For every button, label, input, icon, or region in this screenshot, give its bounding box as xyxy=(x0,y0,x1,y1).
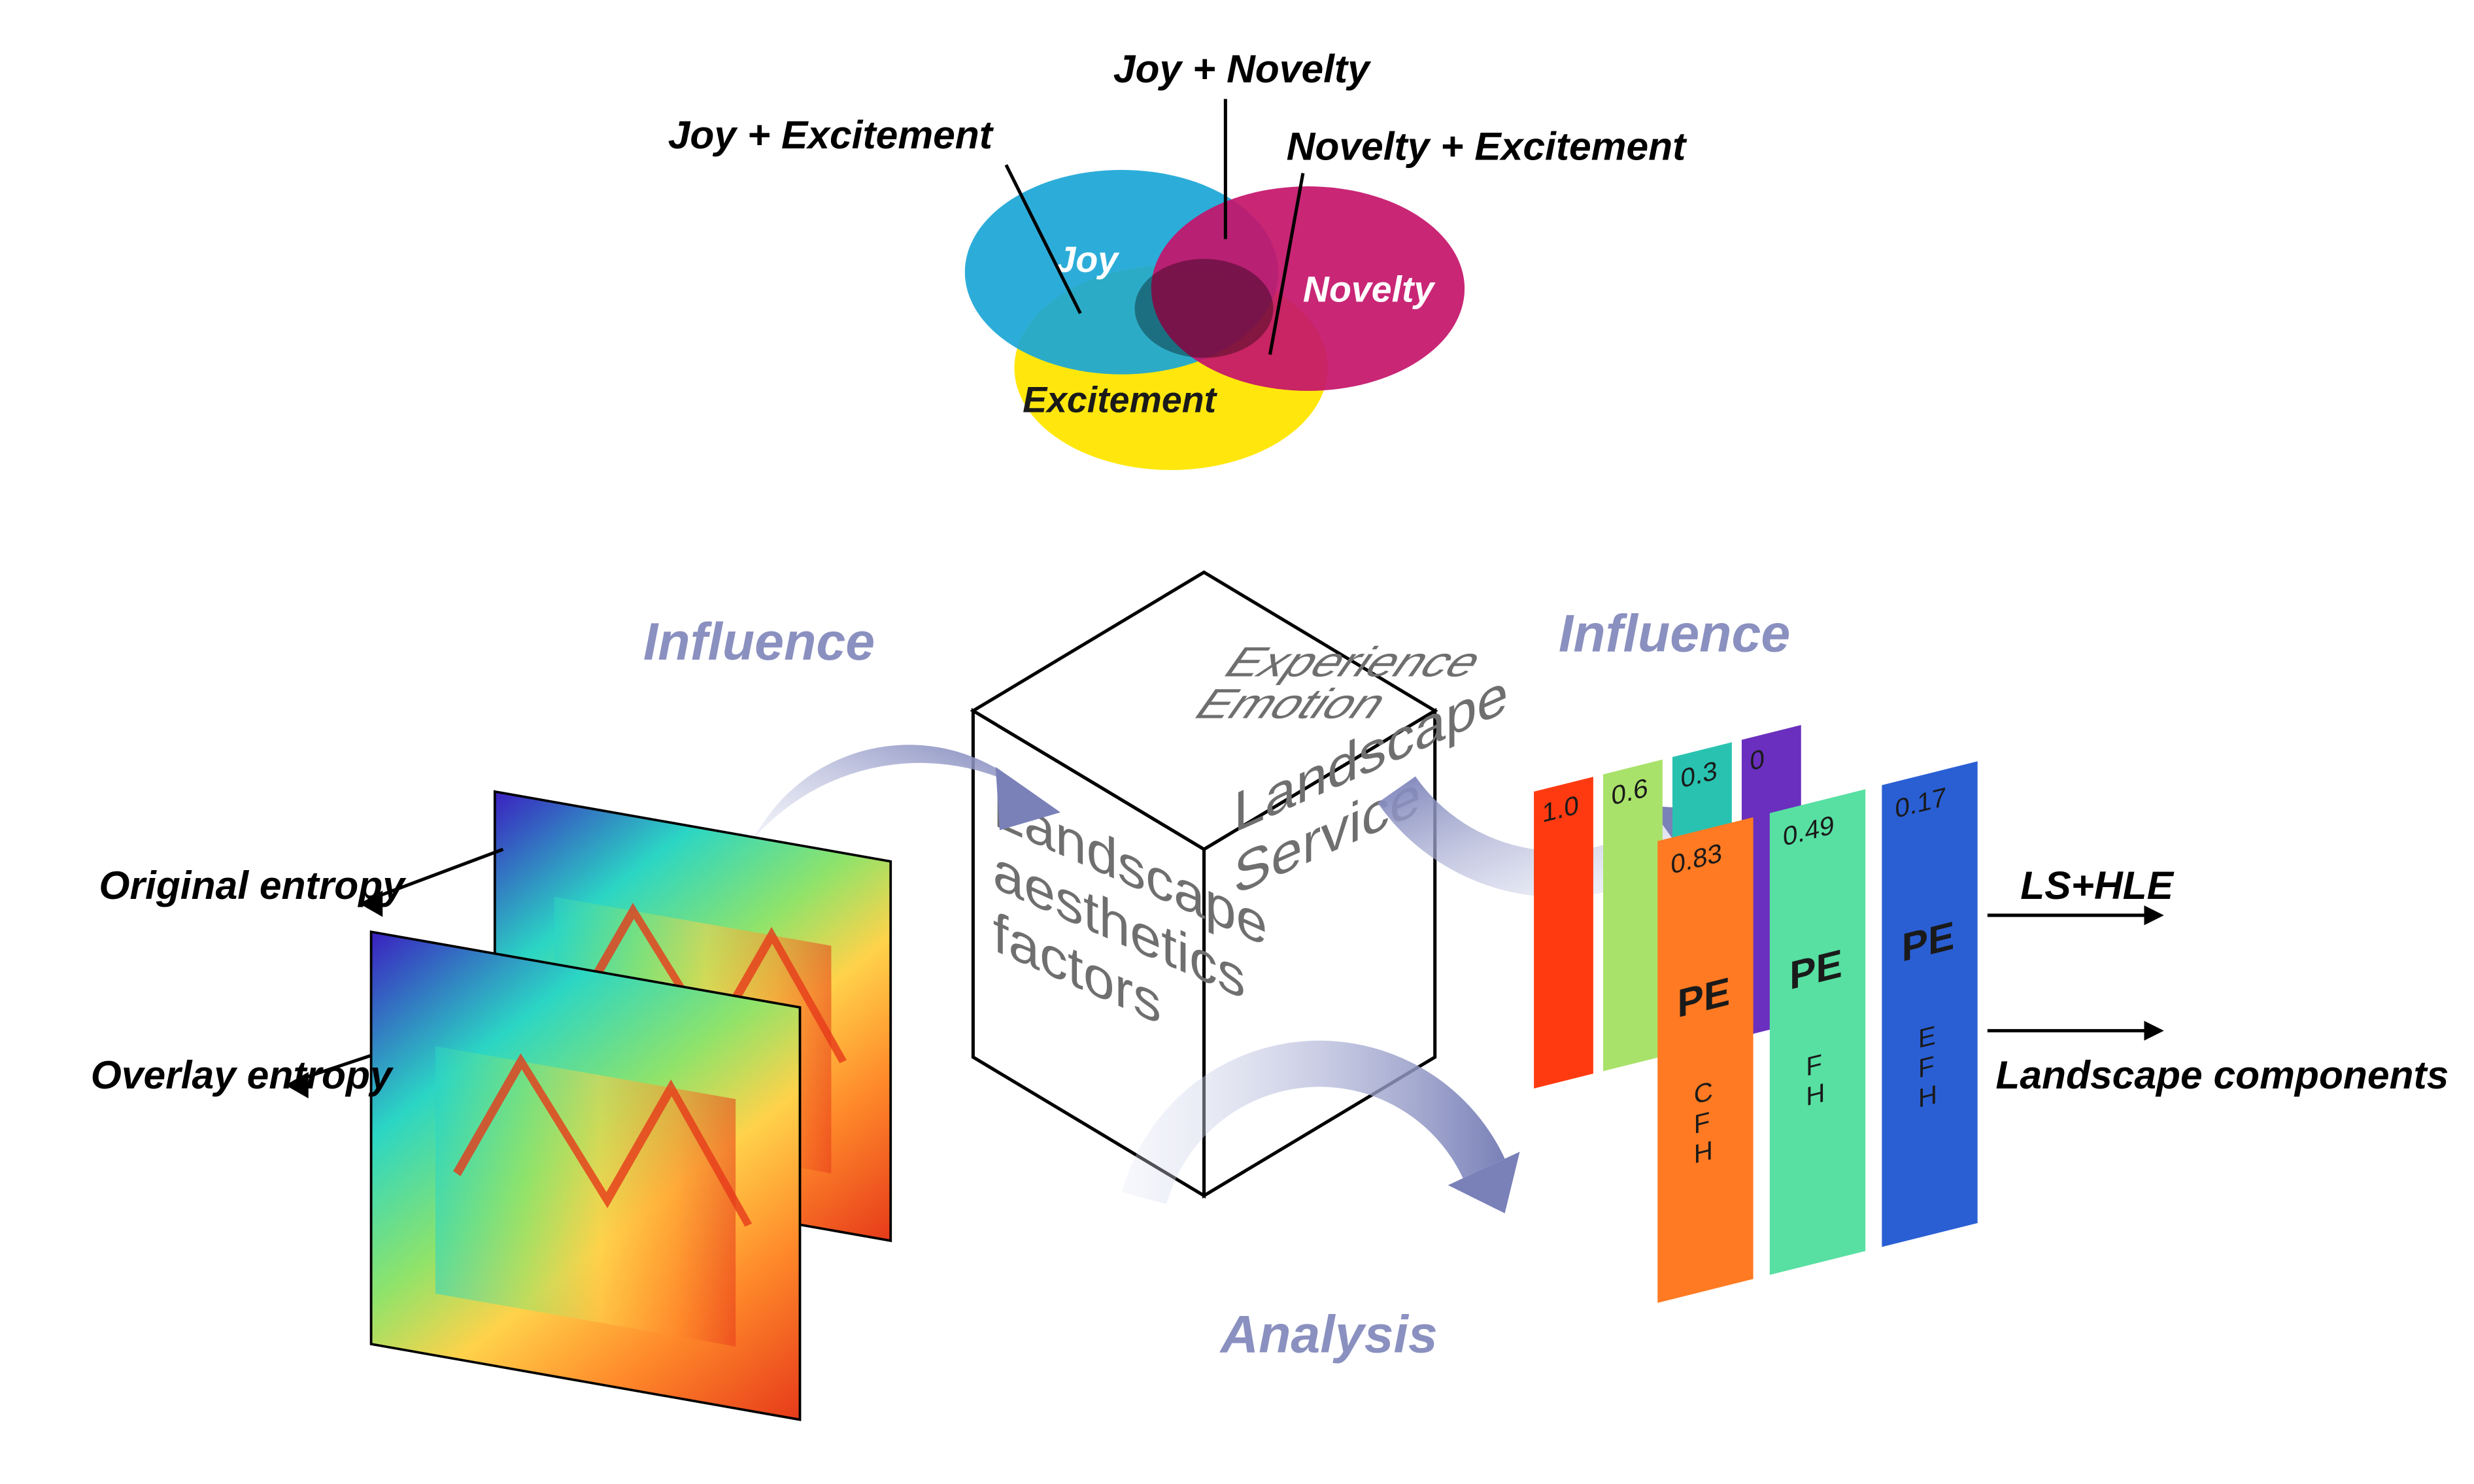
venn-joy-novelty-callout: Joy + Novelty xyxy=(1113,46,1372,91)
venn-diagram: Joy Novelty Excitement Joy + Excitement Joy … xyxy=(668,46,1687,470)
influence-left-label: Influence xyxy=(643,613,875,671)
venn-novelty-label: Novelty xyxy=(1303,269,1436,310)
venn-novelty-excitement-callout: Novelty + Excitement xyxy=(1287,124,1687,169)
entropy-front-panel xyxy=(371,932,800,1419)
venn-joy-label: Joy xyxy=(1056,239,1121,280)
analysis-label: Analysis xyxy=(1219,1306,1438,1364)
bar2-2 xyxy=(1882,762,1977,1247)
original-entropy-label: Original entropy xyxy=(99,863,407,907)
bar2-0 xyxy=(1657,817,1753,1303)
venn-joy-excitement-callout: Joy + Excitement xyxy=(668,112,994,157)
overlay-entropy-label: Overlay entropy xyxy=(91,1053,394,1097)
svg-text:0: 0 xyxy=(1750,743,1765,777)
ls-hle-callout: LS+HLE xyxy=(2020,863,2174,907)
venn-excitement-label: Excitement xyxy=(1023,380,1218,420)
bar2-1 xyxy=(1770,789,1865,1275)
bars-row2: 0.83PECFH0.49PEFH0.17PEEFH xyxy=(1657,762,1977,1303)
landscape-components-callout: Landscape components xyxy=(1995,1053,2449,1097)
influence-right-label: Influence xyxy=(1559,604,1790,663)
